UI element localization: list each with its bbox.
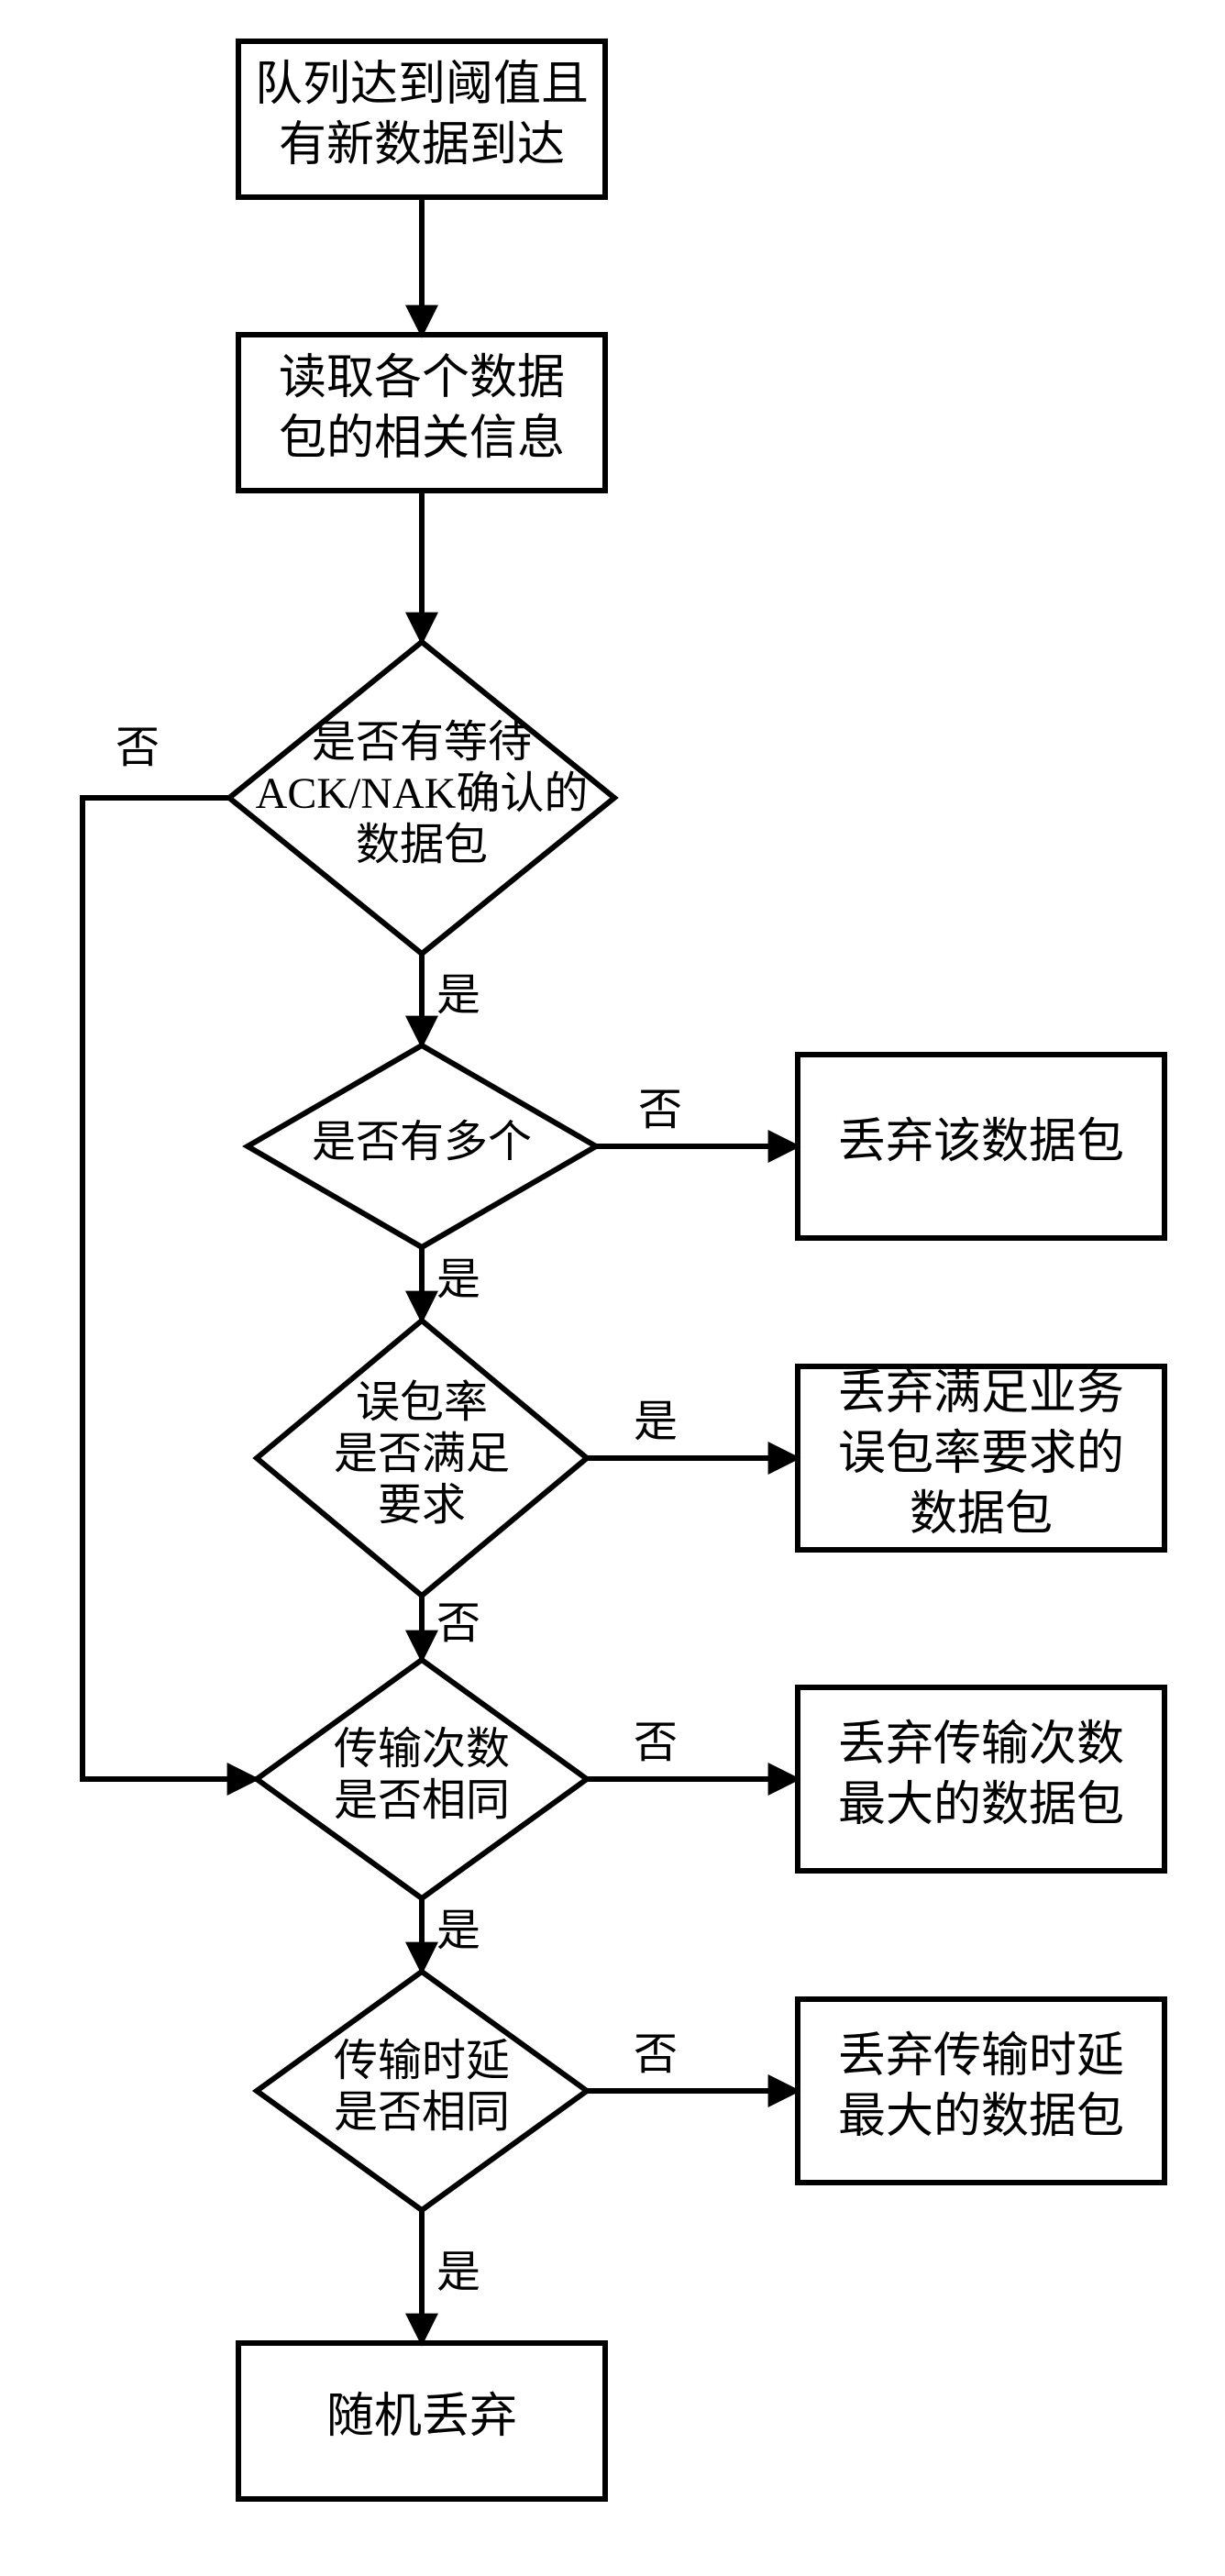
node-label: 是否有多个	[312, 1118, 532, 1166]
node-label: 包的相关信息	[279, 413, 565, 465]
edge-label: 是	[436, 1907, 480, 1955]
edge-label: 否	[634, 2030, 678, 2079]
edge-label: 否	[436, 1599, 480, 1648]
node-label: 数据包	[910, 1488, 1053, 1541]
node-label: 传输时延	[334, 2037, 510, 2085]
edge-label: 是	[436, 971, 480, 1020]
node-label: 最大的数据包	[838, 2091, 1124, 2143]
edge-label: 否	[638, 1086, 682, 1134]
node-label: 队列达到阈值且	[255, 59, 589, 111]
edge-label: 是	[634, 1398, 678, 1446]
node-label: 是否满足	[334, 1430, 510, 1478]
node-label: 数据包	[356, 821, 488, 869]
edge-label: 否	[634, 1719, 678, 1767]
node-label: 读取各个数据	[279, 352, 565, 404]
node-label: 是否有等待	[312, 718, 532, 767]
node-label: ACK/NAK确认的	[256, 769, 589, 818]
node-label: 有新数据到达	[279, 119, 565, 171]
node-label: 要求	[378, 1481, 466, 1530]
node-label: 误包率要求的	[838, 1428, 1124, 1480]
node-label: 是否相同	[334, 2088, 510, 2137]
node-label: 丢弃传输次数	[838, 1719, 1124, 1771]
edge-label: 是	[436, 2249, 480, 2297]
node-label: 随机丢弃	[326, 2391, 517, 2443]
node-label: 最大的数据包	[838, 1779, 1124, 1831]
flowchart: 队列达到阈值且有新数据到达读取各个数据包的相关信息是否有等待ACK/NAK确认的…	[0, 0, 1225, 2576]
node-label: 丢弃该数据包	[838, 1116, 1124, 1168]
node-label: 误包率	[356, 1378, 488, 1427]
node-label: 传输次数	[334, 1725, 510, 1774]
edge-label: 是	[436, 1255, 480, 1304]
node-label: 丢弃传输时延	[838, 2030, 1124, 2083]
edge-label: 否	[116, 724, 160, 772]
node-label: 是否相同	[334, 1776, 510, 1825]
node-label: 丢弃满足业务	[838, 1367, 1124, 1420]
